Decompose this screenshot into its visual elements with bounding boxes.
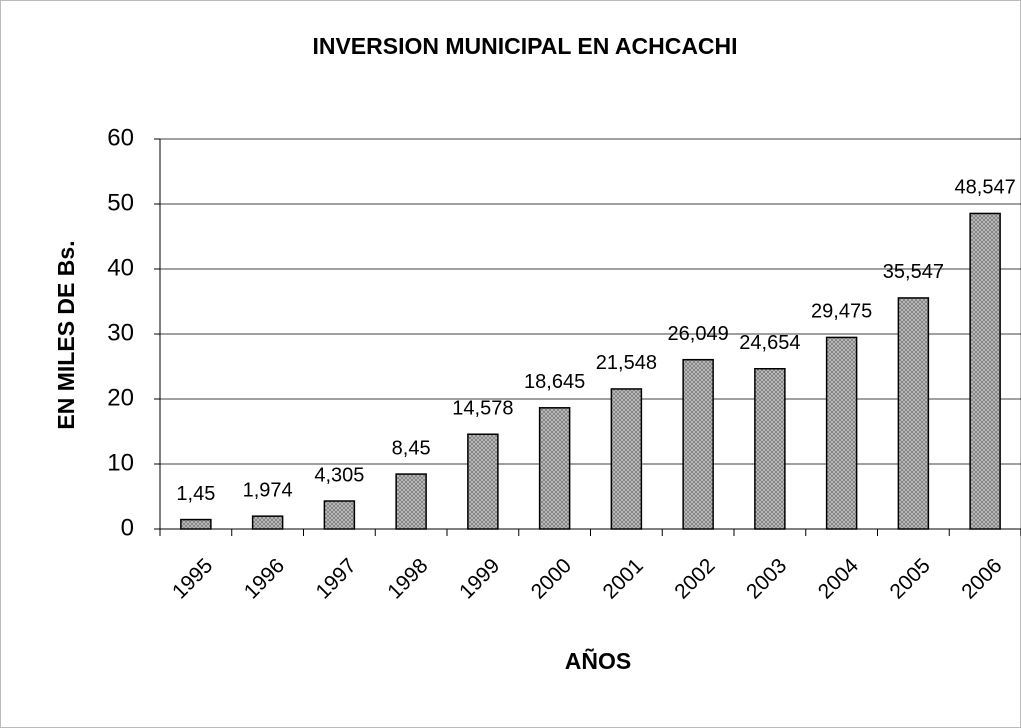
y-tick-label: 50 <box>107 189 134 216</box>
chart-title: INVERSION MUNICIPAL EN ACHCACHI <box>312 33 737 59</box>
bar <box>251 515 284 530</box>
bar <box>538 407 571 530</box>
y-tick-label: 20 <box>107 384 134 411</box>
value-label: 1,974 <box>243 479 293 501</box>
value-label: 14,578 <box>452 398 513 420</box>
bar <box>969 212 1001 530</box>
value-label: 48,547 <box>955 177 1016 199</box>
y-axis-label: EN MILES DE Bs. <box>53 240 79 429</box>
value-label: 35,547 <box>883 261 944 283</box>
bar <box>323 500 356 530</box>
value-label: 1,45 <box>176 483 215 505</box>
value-label: 8,45 <box>392 437 431 459</box>
bar <box>897 297 930 530</box>
bar <box>754 367 786 530</box>
x-axis-label: AÑOS <box>565 647 631 674</box>
bar <box>610 388 643 530</box>
y-tick-label: 30 <box>107 319 134 346</box>
bar <box>395 473 427 530</box>
y-tick-label: 10 <box>107 449 134 476</box>
value-label: 21,548 <box>596 352 657 374</box>
bar <box>467 433 499 530</box>
value-label: 29,475 <box>811 301 872 323</box>
y-tick-label: 0 <box>121 514 134 541</box>
bar <box>682 358 714 530</box>
bar <box>180 518 212 530</box>
bar <box>825 336 858 530</box>
y-tick-label: 40 <box>107 254 134 281</box>
value-label: 24,654 <box>739 332 800 354</box>
value-label: 4,305 <box>314 464 364 486</box>
value-label: 26,049 <box>668 323 729 345</box>
value-label: 18,645 <box>524 371 585 393</box>
y-tick-label: 60 <box>107 124 134 151</box>
